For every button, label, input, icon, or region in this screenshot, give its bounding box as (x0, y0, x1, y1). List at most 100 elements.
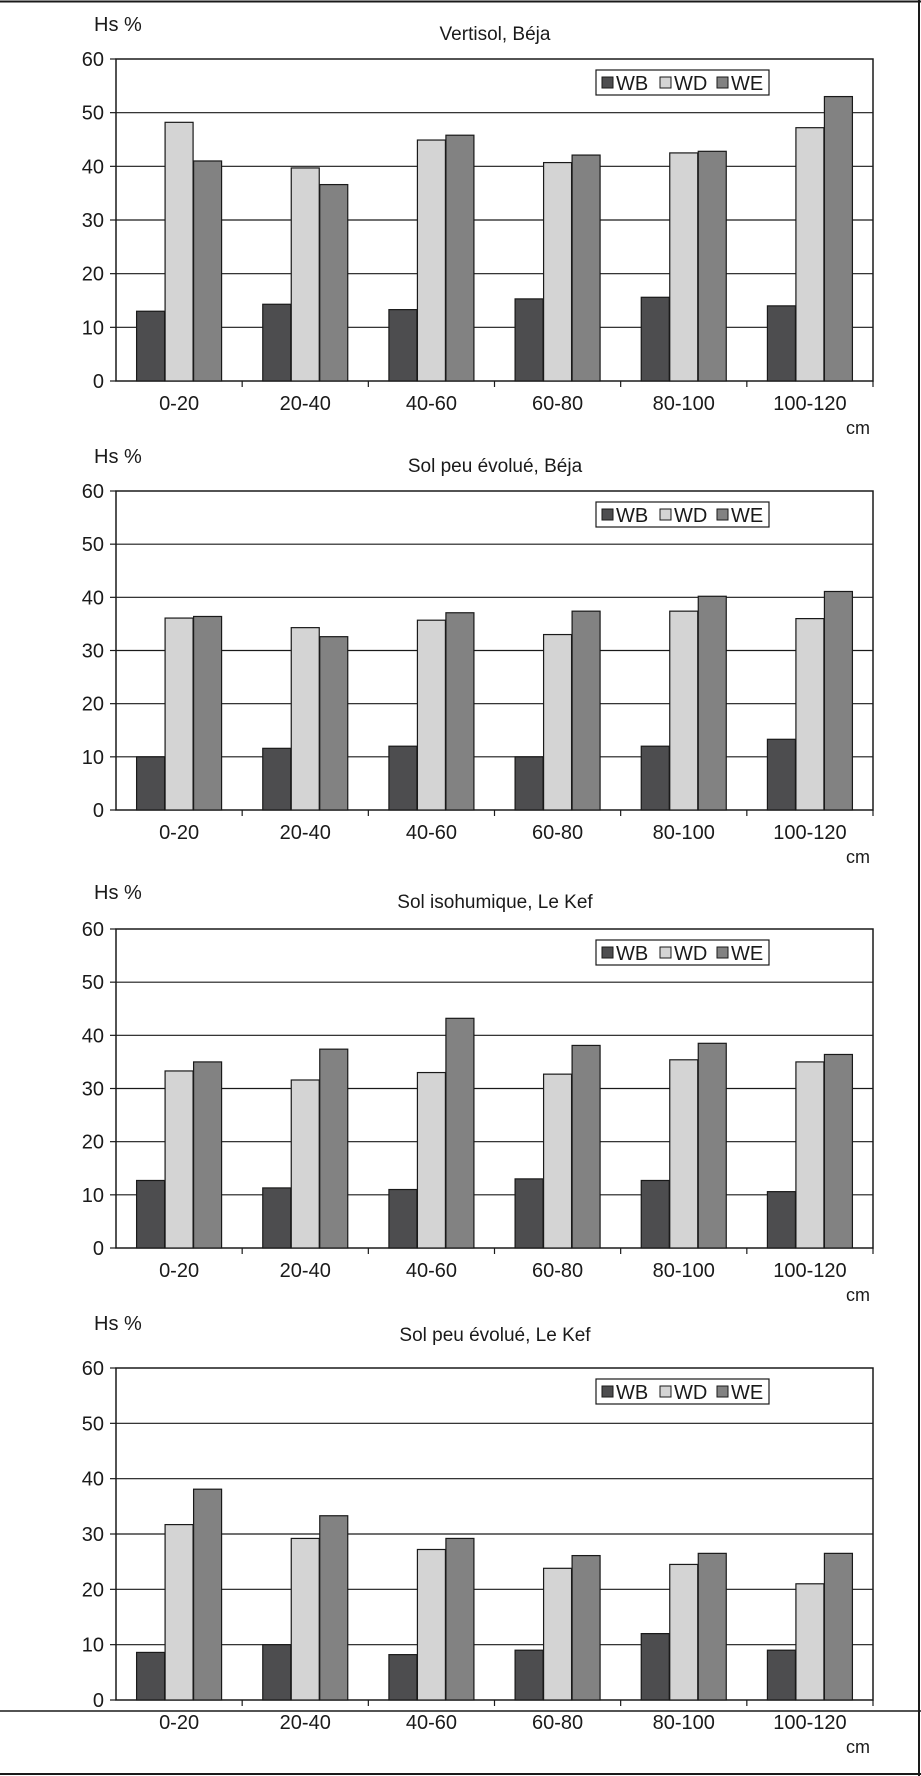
legend: WB WD WE (595, 1378, 770, 1405)
legend-swatch-we (716, 946, 729, 959)
legend-box (595, 69, 770, 96)
bar-we (697, 595, 727, 811)
bar-wd (416, 1548, 447, 1701)
bar-we (319, 183, 349, 382)
bar-we (823, 590, 854, 811)
bar-wd (164, 617, 194, 811)
legend: WB WD WE (595, 939, 770, 966)
legend-label-wd: WD (674, 505, 707, 527)
chart-title: Sol peu évolué, Béja (408, 456, 583, 477)
x-tick-label: 100-120 (773, 1712, 846, 1734)
x-tick-label: 80-100 (653, 1712, 715, 1734)
bar-wd (669, 152, 699, 382)
legend-swatch-wd (659, 508, 672, 521)
y-tick-label: 0 (93, 1690, 104, 1712)
x-tick-label: 20-40 (280, 393, 331, 415)
y-tick-label: 40 (82, 587, 104, 609)
x-tick-label: 60-80 (532, 1260, 583, 1282)
y-tick-label: 30 (82, 1079, 104, 1101)
y-tick-label: 50 (82, 972, 104, 994)
x-tick-label: 100-120 (773, 822, 846, 844)
bar-we (319, 636, 349, 811)
bar-we (445, 612, 475, 811)
bar-wb (262, 1644, 292, 1701)
y-tick-label: 50 (82, 534, 104, 556)
bar-wd (164, 1523, 194, 1701)
bar-wb (514, 1178, 544, 1249)
bar-wd (795, 1061, 825, 1249)
y-tick-label: 0 (93, 371, 104, 393)
bar-we (571, 1554, 601, 1701)
bar-we (823, 95, 854, 382)
bar-we (571, 154, 601, 382)
bar-wd (290, 627, 320, 811)
y-tick-label: 10 (82, 317, 104, 339)
x-tick-label: 0-20 (159, 393, 199, 415)
y-axis-label: Hs % (94, 14, 142, 36)
bar-wb (135, 1651, 166, 1701)
y-tick-label: 60 (82, 919, 104, 941)
chart-title: Sol isohumique, Le Kef (397, 892, 593, 913)
x-tick-label: 20-40 (280, 1260, 331, 1282)
bar-wd (290, 1537, 320, 1701)
legend-swatch-wb (601, 508, 614, 521)
bar-wb (640, 745, 670, 811)
y-tick-label: 20 (82, 1579, 104, 1601)
x-axis-unit: cm (846, 418, 870, 438)
bar-wd (669, 1563, 699, 1701)
bar-wb (135, 756, 166, 811)
bar-wb (262, 303, 292, 382)
y-tick-label: 30 (82, 641, 104, 663)
legend-swatch-we (716, 1385, 729, 1398)
legend-swatch-wb (601, 1385, 614, 1398)
bar-we (192, 1061, 223, 1249)
legend-swatch-we (716, 76, 729, 89)
bar-wb (514, 298, 544, 382)
y-tick-label: 30 (82, 210, 104, 232)
x-axis-unit: cm (846, 1737, 870, 1757)
legend: WB WD WE (595, 501, 770, 528)
legend-label-wd: WD (674, 943, 707, 965)
bar-we (697, 1552, 727, 1701)
chart-panel-4: 0 10 20 30 40 50 60 Sol peu évolué, Le Kef Hs % 0… (82, 1313, 874, 1757)
bar-wd (416, 1071, 447, 1249)
bar-wb (514, 1649, 544, 1701)
legend-label-we: WE (731, 505, 763, 527)
legend-box (595, 939, 770, 966)
y-tick-label: 10 (82, 1635, 104, 1657)
x-tick-label: 40-60 (406, 822, 457, 844)
bar-wd (542, 1073, 573, 1249)
bar-we (319, 1515, 349, 1701)
bar-we (571, 610, 601, 811)
bar-we (697, 1042, 727, 1249)
y-tick-label: 40 (82, 1469, 104, 1491)
chart-panel-2: 0 10 20 30 40 50 60 Sol peu évolué, Béja Hs % 0-2… (82, 446, 874, 867)
bar-wb (514, 756, 544, 811)
bar-wb (388, 1654, 418, 1701)
legend-label-wd: WD (674, 73, 707, 95)
bar-wd (542, 633, 573, 811)
bar-wd (416, 139, 447, 382)
bar-we (192, 615, 223, 811)
x-tick-label: 20-40 (280, 822, 331, 844)
legend-box (595, 1378, 770, 1405)
bar-we (823, 1053, 854, 1249)
y-tick-label: 10 (82, 747, 104, 769)
y-tick-label: 60 (82, 49, 104, 71)
legend-label-wb: WB (616, 73, 648, 95)
legend-swatch-wd (659, 946, 672, 959)
bar-we (571, 1044, 601, 1249)
bar-wb (388, 745, 418, 811)
bar-wd (795, 617, 825, 811)
bar-wd (164, 1070, 194, 1249)
bar-wb (766, 1191, 797, 1249)
legend-swatch-wd (659, 1385, 672, 1398)
x-tick-label: 100-120 (773, 1260, 846, 1282)
bar-wd (290, 167, 320, 382)
bar-wb (766, 1649, 797, 1701)
legend-swatch-wb (601, 76, 614, 89)
x-tick-label: 40-60 (406, 1712, 457, 1734)
bar-we (697, 150, 727, 382)
bar-wd (542, 1567, 573, 1701)
